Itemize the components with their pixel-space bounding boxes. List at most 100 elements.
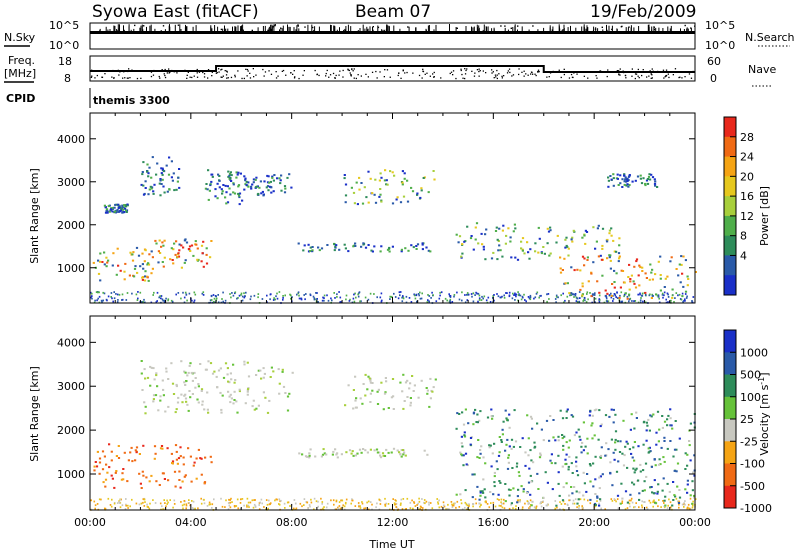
echo-cell bbox=[99, 252, 102, 255]
echo-cell bbox=[371, 382, 374, 384]
echo-cell bbox=[340, 499, 342, 502]
echo-cell bbox=[142, 501, 144, 504]
power-cbar-label: Power [dB] bbox=[758, 186, 771, 246]
echo-cell bbox=[109, 209, 112, 212]
echo-cell bbox=[400, 248, 403, 251]
echo-cell bbox=[134, 449, 137, 452]
echo-cell bbox=[451, 301, 454, 303]
nsearch-dot bbox=[478, 29, 480, 31]
echo-cell bbox=[498, 451, 501, 454]
nave-dot bbox=[384, 69, 386, 71]
echo-cell bbox=[395, 198, 398, 201]
echo-cell bbox=[183, 475, 186, 478]
echo-cell bbox=[193, 371, 196, 374]
nave-dot bbox=[622, 70, 624, 72]
echo-cell bbox=[189, 250, 192, 252]
echo-cell bbox=[687, 278, 690, 280]
echo-cell bbox=[113, 486, 116, 489]
echo-cell bbox=[413, 502, 416, 504]
echo-cell bbox=[592, 226, 595, 229]
echo-cell bbox=[479, 505, 481, 508]
echo-cell bbox=[128, 274, 131, 277]
echo-cell bbox=[173, 189, 176, 192]
echo-cell bbox=[339, 507, 342, 510]
echo-cell bbox=[651, 491, 654, 494]
echo-cell bbox=[400, 498, 403, 501]
echo-cell bbox=[129, 451, 132, 454]
echo-cell bbox=[679, 281, 682, 284]
nave-dot bbox=[275, 77, 278, 79]
echo-cell bbox=[516, 462, 519, 465]
echo-cell bbox=[401, 183, 404, 186]
echo-cell bbox=[228, 173, 232, 175]
nave-dot bbox=[123, 71, 125, 73]
echo-cell bbox=[117, 203, 120, 206]
echo-cell bbox=[111, 210, 114, 213]
echo-cell bbox=[135, 246, 139, 249]
echo-cell bbox=[630, 452, 633, 455]
nsearch-dot bbox=[407, 26, 409, 28]
nave-dot bbox=[117, 69, 119, 71]
echo-cell bbox=[641, 504, 643, 507]
echo-cell bbox=[220, 188, 223, 191]
nave-dot bbox=[207, 77, 209, 79]
echo-cell bbox=[187, 447, 190, 450]
echo-cell bbox=[521, 295, 524, 298]
echo-cell bbox=[396, 196, 399, 199]
echo-cell bbox=[426, 301, 429, 303]
echo-cell bbox=[399, 504, 402, 506]
echo-cell bbox=[608, 254, 611, 257]
echo-cell bbox=[597, 438, 600, 441]
echo-cell bbox=[579, 269, 582, 272]
echo-cell bbox=[525, 492, 529, 494]
echo-cell bbox=[227, 508, 230, 511]
nave-dot bbox=[329, 74, 332, 76]
echo-cell bbox=[561, 269, 564, 271]
echo-cell bbox=[105, 208, 109, 211]
colorbar-swatch bbox=[724, 275, 736, 296]
echo-cell bbox=[165, 370, 168, 373]
echo-cell bbox=[504, 449, 507, 452]
echo-cell bbox=[633, 282, 636, 285]
echo-cell bbox=[416, 300, 418, 303]
nave-dot bbox=[338, 74, 340, 76]
echo-cell bbox=[536, 291, 539, 294]
echo-cell bbox=[610, 294, 613, 297]
echo-cell bbox=[193, 299, 196, 302]
echo-cell bbox=[660, 506, 662, 508]
nave-dot bbox=[473, 75, 476, 77]
echo-cell bbox=[579, 288, 582, 291]
echo-cell bbox=[149, 365, 152, 368]
echo-cell bbox=[650, 173, 653, 176]
nsky-spike bbox=[570, 25, 571, 31]
echo-cell bbox=[528, 257, 531, 260]
echo-cell bbox=[203, 498, 205, 501]
echo-cell bbox=[585, 490, 588, 493]
echo-cell bbox=[481, 490, 484, 493]
echo-cell bbox=[237, 297, 239, 299]
nsky-spike bbox=[237, 25, 239, 31]
nsky-spike bbox=[633, 27, 635, 31]
nave-dot bbox=[316, 73, 318, 75]
echo-cell bbox=[403, 451, 406, 454]
echo-cell bbox=[265, 499, 268, 501]
echo-cell bbox=[195, 243, 198, 246]
echo-cell bbox=[379, 172, 382, 175]
echo-cell bbox=[110, 505, 113, 508]
echo-cell bbox=[210, 173, 213, 176]
echo-cell bbox=[188, 499, 190, 501]
echo-cell bbox=[119, 207, 122, 210]
echo-cell bbox=[252, 181, 255, 184]
nave-dot bbox=[684, 76, 686, 78]
nave-dot bbox=[606, 75, 608, 78]
nave-dot bbox=[652, 70, 654, 72]
echo-cell bbox=[363, 507, 365, 510]
nave-dot bbox=[275, 71, 277, 73]
echo-cell bbox=[315, 292, 317, 294]
echo-cell bbox=[127, 507, 129, 509]
nave-dot bbox=[293, 77, 296, 79]
echo-cell bbox=[686, 479, 689, 482]
echo-cell bbox=[248, 506, 250, 508]
echo-cell bbox=[562, 486, 565, 489]
